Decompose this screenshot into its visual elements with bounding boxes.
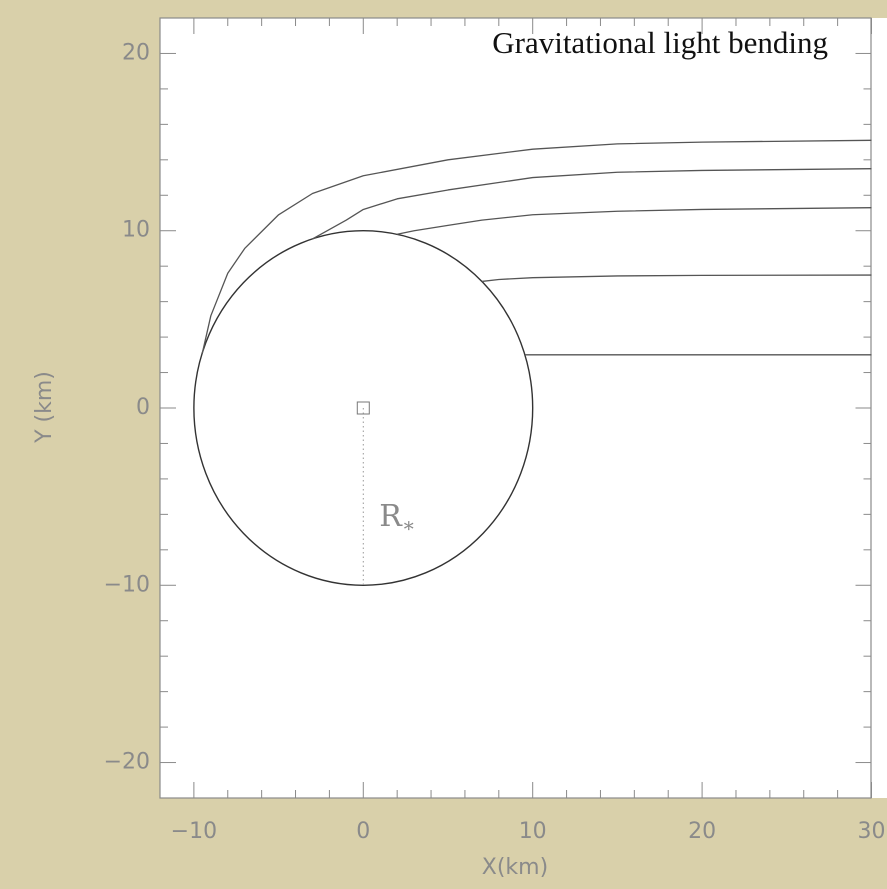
x-tick-label: 20 (688, 819, 716, 844)
radius-label-subscript: ∗ (402, 513, 416, 537)
y-tick-label: −10 (104, 572, 150, 597)
x-axis-label: X(km) (482, 855, 548, 880)
chart-title: Gravitational light bending (492, 25, 828, 60)
star-surface (193, 230, 534, 586)
light-ray (397, 207, 872, 235)
radius-label-text: R (379, 499, 403, 534)
x-tick-label: 30 (858, 819, 886, 844)
radius-label: R∗ (379, 499, 415, 537)
y-axis-label: Y (km) (32, 371, 57, 444)
x-tick-label: 0 (356, 819, 370, 844)
y-tick-label: 10 (122, 218, 150, 243)
light-ray (481, 274, 872, 283)
light-ray (312, 168, 872, 240)
plot-area (160, 18, 887, 798)
y-tick-label: 20 (122, 40, 150, 65)
title-box (292, 20, 838, 72)
y-tick-label: 0 (136, 395, 150, 420)
x-tick-label: −10 (171, 819, 217, 844)
y-tick-label: −20 (104, 750, 150, 775)
light-ray (201, 139, 872, 354)
x-tick-label: 10 (519, 819, 547, 844)
center-marker (356, 401, 370, 415)
